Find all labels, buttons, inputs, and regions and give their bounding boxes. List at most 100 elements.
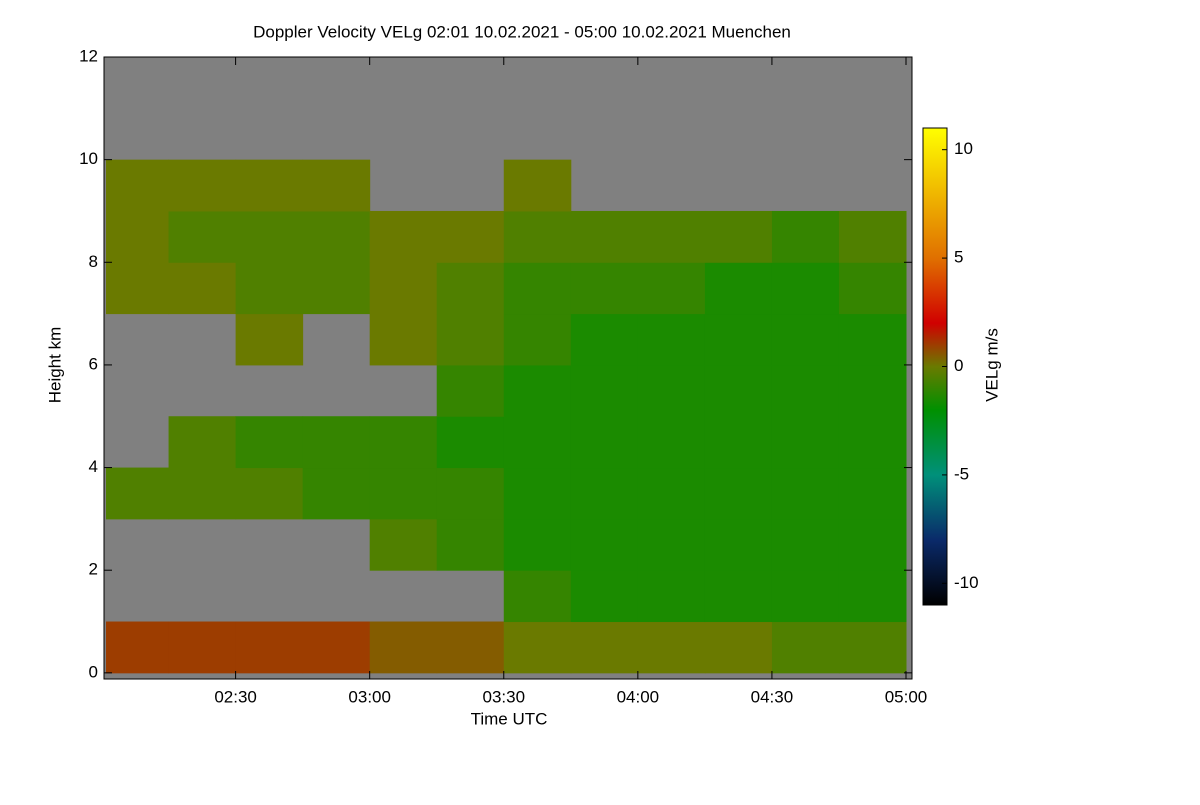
heatmap-cell — [838, 416, 907, 469]
heatmap-cell — [570, 570, 639, 623]
x-tick-label: 04:00 — [617, 687, 660, 706]
heatmap-cell — [771, 416, 840, 469]
heatmap-cell — [235, 621, 304, 674]
heatmap-cell — [570, 262, 639, 315]
y-tick-label: 4 — [89, 457, 98, 476]
heatmap-cell — [771, 621, 840, 674]
heatmap-cell — [570, 467, 639, 520]
heatmap-cell — [704, 518, 773, 571]
heatmap-cell — [637, 467, 706, 520]
heatmap-cell — [235, 159, 304, 212]
y-tick-label: 8 — [89, 252, 98, 271]
colorbar-tick-label: 0 — [954, 356, 963, 375]
heatmap-cell — [704, 364, 773, 417]
heatmap-cell — [106, 621, 170, 674]
heatmap-cell — [704, 467, 773, 520]
y-tick-label: 2 — [89, 560, 98, 579]
heatmap-cell — [637, 416, 706, 469]
heatmap-cell — [704, 416, 773, 469]
colorbar-tick-label: -10 — [954, 573, 979, 592]
heatmap-cell — [106, 262, 170, 315]
heatmap-cell — [369, 313, 438, 366]
x-tick-label: 04:30 — [751, 687, 794, 706]
y-tick-label: 0 — [89, 662, 98, 681]
heatmap-cell — [704, 621, 773, 674]
heatmap-cell — [235, 210, 304, 263]
heatmap-cell — [503, 364, 572, 417]
x-tick-label: 05:00 — [885, 687, 928, 706]
colorbar-tick-label: -5 — [954, 464, 969, 483]
x-tick-label: 02:30 — [214, 687, 257, 706]
heatmap-cell — [436, 621, 505, 674]
heatmap-cell — [637, 210, 706, 263]
heatmap-cell — [570, 518, 639, 571]
heatmap-cell — [369, 467, 438, 520]
heatmap-cell — [235, 262, 304, 315]
heatmap-cell — [436, 416, 505, 469]
heatmap-cell — [704, 313, 773, 366]
heatmap-cell — [436, 313, 505, 366]
x-tick-label: 03:30 — [482, 687, 525, 706]
heatmap-cell — [570, 313, 639, 366]
heatmap-cell — [637, 313, 706, 366]
heatmap-cell — [302, 159, 371, 212]
plot-frame — [103, 56, 913, 680]
heatmap-cell — [704, 262, 773, 315]
heatmap-cell — [369, 262, 438, 315]
heatmap-cell — [235, 313, 304, 366]
heatmap-cell — [503, 518, 572, 571]
heatmap-cell — [570, 364, 639, 417]
heatmap-cell — [838, 518, 907, 571]
chart-title: Doppler Velocity VELg 02:01 10.02.2021 -… — [253, 22, 791, 41]
heatmap-cell — [106, 159, 170, 212]
heatmap-cell — [838, 210, 907, 263]
heatmap-cell — [235, 467, 304, 520]
heatmap-cell — [838, 570, 907, 623]
heatmap-cell — [168, 262, 237, 315]
heatmap-cell — [637, 621, 706, 674]
heatmap-cell — [771, 262, 840, 315]
heatmap-cell — [637, 364, 706, 417]
heatmap-cell — [168, 210, 237, 263]
heatmap-cell — [168, 467, 237, 520]
heatmap-cell — [302, 262, 371, 315]
colorbar-tick-label: 5 — [954, 248, 963, 267]
heatmap-cell — [436, 518, 505, 571]
heatmap-cell — [771, 570, 840, 623]
heatmap-cell — [168, 621, 237, 674]
heatmap-cell — [235, 416, 304, 469]
heatmap-cell — [503, 570, 572, 623]
heatmap-cell — [106, 210, 170, 263]
heatmap-cell — [838, 467, 907, 520]
y-tick-label: 10 — [79, 149, 98, 168]
heatmap-cell — [302, 416, 371, 469]
heatmap-cell — [369, 416, 438, 469]
heatmap-cell — [503, 159, 572, 212]
heatmap-cell — [168, 159, 237, 212]
heatmap-cell — [503, 313, 572, 366]
heatmap-cell — [436, 364, 505, 417]
heatmap-cell — [302, 210, 371, 263]
heatmap-cell — [503, 210, 572, 263]
y-tick-label: 12 — [79, 46, 98, 65]
heatmap-cell — [168, 416, 237, 469]
heatmap-cell — [369, 518, 438, 571]
heatmap-cell — [838, 364, 907, 417]
heatmap-cell — [637, 570, 706, 623]
heatmap-cell — [704, 570, 773, 623]
heatmap-cell — [503, 467, 572, 520]
colorbar-tick-label: 10 — [954, 139, 973, 158]
heatmap-cell — [436, 467, 505, 520]
heatmap-cell — [302, 467, 371, 520]
heatmap-cell — [771, 467, 840, 520]
heatmap-cell — [503, 621, 572, 674]
heatmap-cell — [570, 621, 639, 674]
y-tick-label: 6 — [89, 354, 98, 373]
x-tick-label: 03:00 — [348, 687, 391, 706]
heatmap-cell — [771, 313, 840, 366]
heatmap-cell — [637, 262, 706, 315]
heatmap-cell — [838, 621, 907, 674]
heatmap-cell — [771, 364, 840, 417]
heatmap-cell — [369, 621, 438, 674]
